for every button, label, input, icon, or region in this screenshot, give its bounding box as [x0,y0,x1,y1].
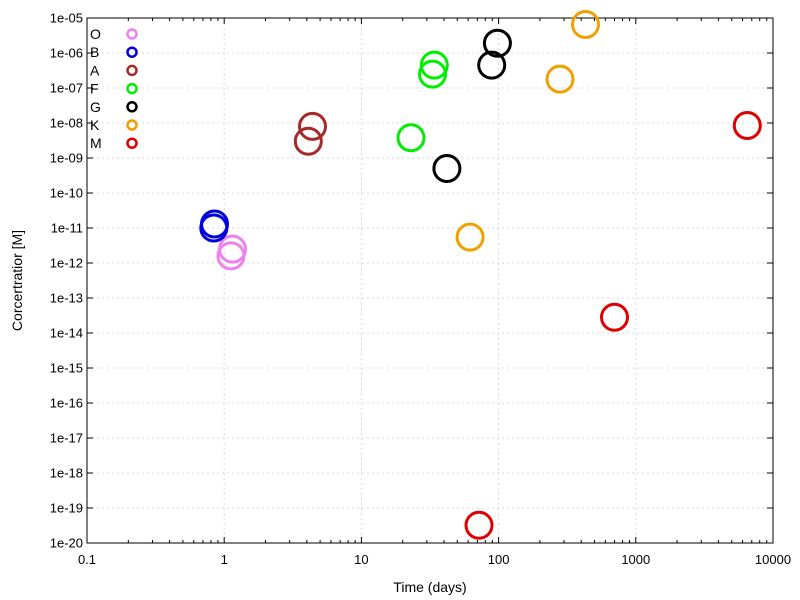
x-tick-label: 10 [354,552,368,567]
data-point-A [298,111,327,141]
legend-label: B [90,44,99,60]
data-point-B [199,213,229,243]
data-point-F [418,59,447,89]
data-point-A [293,126,323,156]
legend-marker [126,82,138,95]
grid [87,18,773,543]
legend-label: G [90,99,101,115]
legend-marker [126,137,138,149]
data-point-O [216,241,246,271]
data-point-K [571,10,600,39]
y-tick-label: 1e-08 [50,116,83,131]
legend-label: F [90,81,99,97]
plot-frame [86,17,774,544]
data-points [199,10,762,540]
y-tick-label: 1e-10 [50,186,83,201]
y-tick-label: 1e-12 [50,256,83,271]
data-point-G [432,154,462,183]
data-point-F [396,123,426,153]
y-tick-label: 1e-13 [50,291,83,306]
y-tick-label: 1e-16 [50,396,83,411]
y-tick-label: 1e-20 [50,536,83,551]
x-tick-label: 1000 [621,552,650,567]
legend-marker [126,119,138,131]
x-tick-label: 10000 [755,552,791,567]
legend-label: O [90,26,101,42]
y-tick-label: 1e-17 [50,431,83,446]
y-tick-label: 1e-15 [50,361,83,376]
data-point-K [455,222,485,252]
y-tick-label: 1e-18 [50,466,83,481]
legend-label: K [90,117,100,133]
y-tick-label: 1e-07 [50,81,83,96]
y-tick-label: 1e-09 [50,151,83,166]
data-point-M [464,510,494,540]
y-tick-label: 1e-05 [50,11,83,26]
data-point-G [482,28,512,58]
y-axis: 1e-20 1e-19 1e-18 1e-17 1e-16 1e-15 1e-14 1e-13… [50,11,773,551]
legend-marker [126,46,138,58]
x-tick-label: 1 [221,552,228,567]
data-point-G [477,50,507,80]
legend-marker [126,28,138,40]
data-point-M [732,111,762,140]
x-tick-label: 0.1 [78,552,96,567]
y-tick-label: 1e-14 [50,326,83,341]
y-axis-label: Corcertratior [M] [9,230,25,331]
x-axis-label: Time (days) [393,579,466,595]
legend-marker [126,64,138,77]
x-tick-label: 100 [488,552,510,567]
legend-label: A [90,62,100,78]
x-axis: 0.1 1 10 100 1000 10000 [78,18,791,567]
legend-label: M [90,135,102,151]
y-tick-label: 1e-19 [50,501,83,516]
data-point-K [545,64,575,94]
data-point-M [600,302,629,332]
y-tick-label: 1e-06 [50,46,83,61]
y-tick-label: 1e-11 [51,221,83,236]
legend-marker [126,101,138,113]
